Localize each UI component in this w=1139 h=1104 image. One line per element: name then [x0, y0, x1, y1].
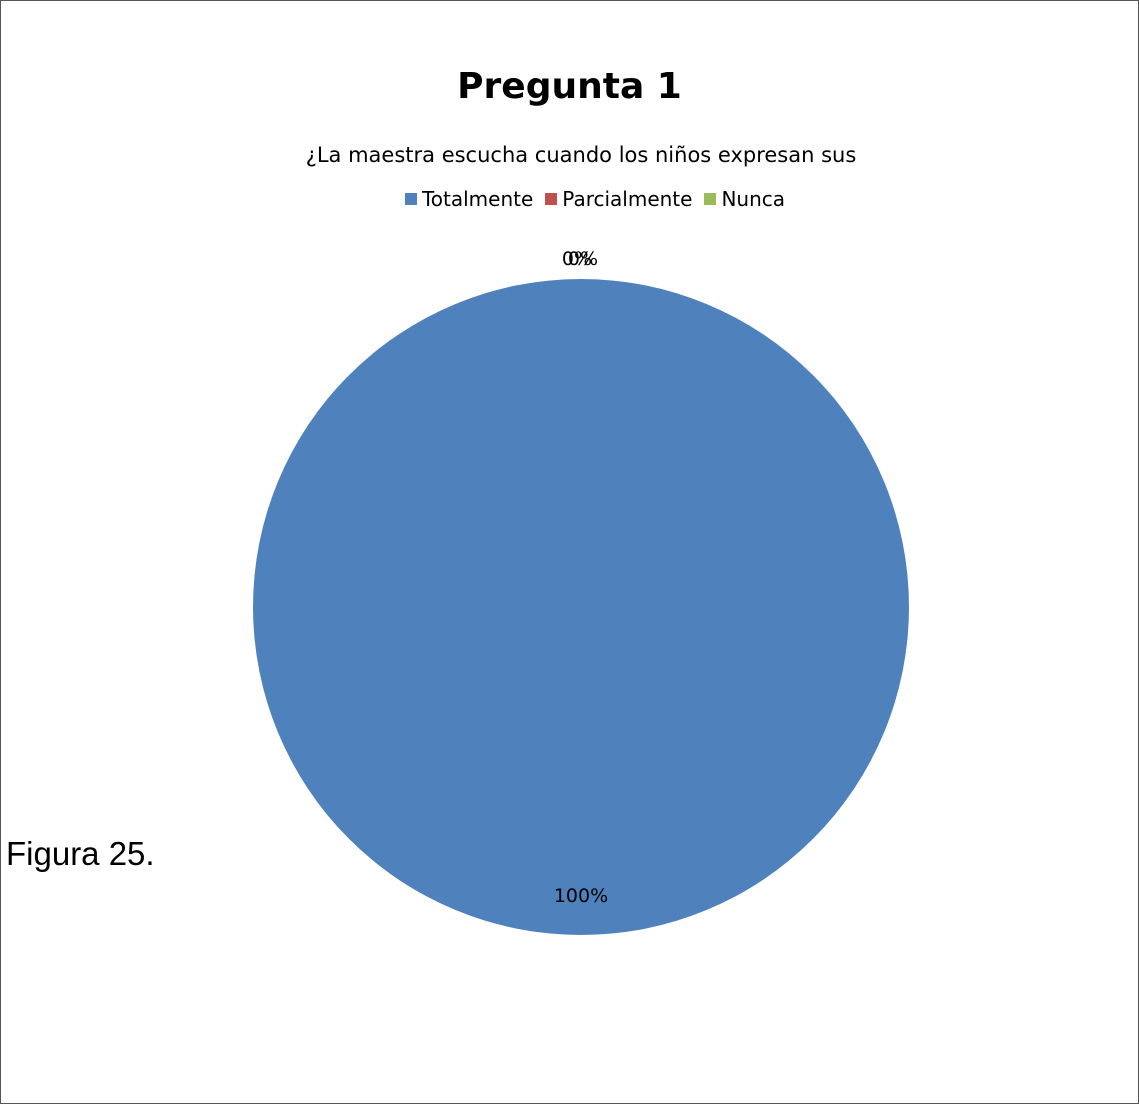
data-label-totalmente: 100%	[554, 885, 608, 907]
data-label-nunca: 0%	[568, 248, 598, 270]
legend-label-parcialmente: Parcialmente	[562, 187, 693, 211]
legend-item-nunca: Nunca	[704, 187, 785, 211]
chart-title: Pregunta 1	[457, 66, 682, 107]
chart-subtitle: ¿La maestra escucha cuando los niños exp…	[305, 143, 857, 167]
pie-slice-totalmente	[253, 279, 909, 935]
legend-swatch-totalmente	[404, 193, 417, 205]
legend-swatch-parcialmente	[545, 193, 558, 205]
legend-label-nunca: Nunca	[721, 187, 786, 211]
legend-item-parcialmente: Parcialmente	[545, 187, 692, 211]
legend-swatch-nunca	[704, 193, 717, 205]
legend-label-totalmente: Totalmente	[421, 187, 534, 211]
data-label-parcialmente: 0%	[562, 248, 592, 270]
legend: Totalmente Parcialmente Nunca	[0, 187, 1139, 211]
figure-caption: Figura 25.	[6, 835, 155, 872]
legend-item-totalmente: Totalmente	[404, 187, 534, 211]
